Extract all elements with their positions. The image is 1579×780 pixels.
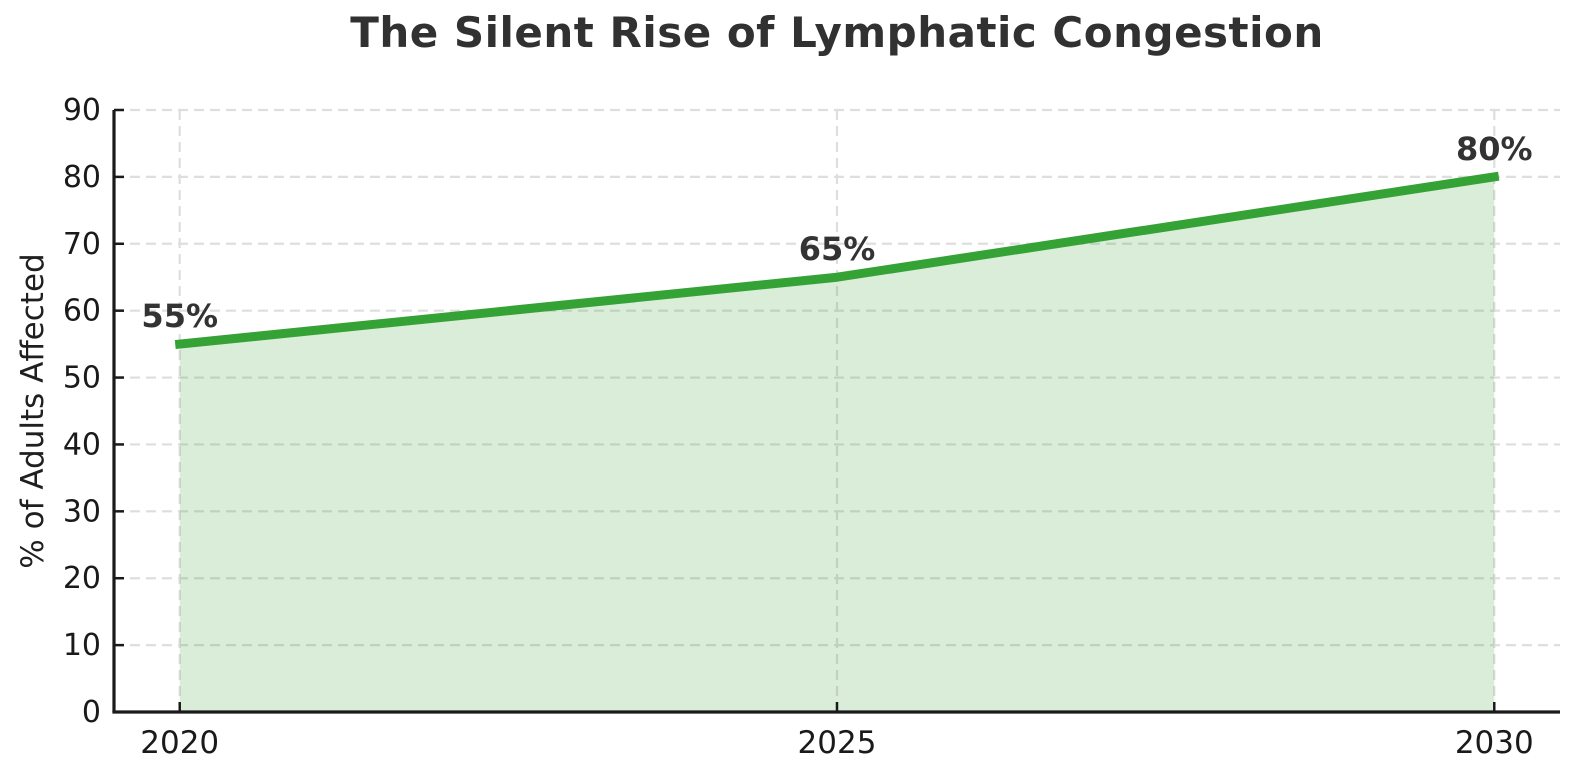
y-tick-label: 50 [63,361,101,396]
y-tick-label: 90 [63,93,101,128]
y-tick-label: 40 [63,427,101,462]
axis-spines [112,110,1560,714]
point-labels: 55% 65% 80% [141,130,1532,335]
trend-polyline [174,171,1500,350]
point-value-label: 65% [799,230,876,268]
area-region [179,176,1495,712]
point-value-label: 80% [1456,130,1533,168]
y-tick-label: 0 [82,695,101,730]
grid-lines [114,108,1560,712]
y-tick-label: 20 [63,561,101,596]
y-tick-label: 80 [63,160,101,195]
y-tick-label: 30 [63,494,101,529]
x-tick-label: 2025 [798,725,877,761]
x-tick-label: 2030 [1455,725,1534,761]
point-value-label: 55% [141,297,218,335]
x-tick-label: 2020 [140,725,219,761]
area-fill [179,176,1495,712]
trend-line [174,171,1500,350]
y-tick-label: 70 [63,227,101,262]
y-tick-label: 60 [63,294,101,329]
chart-title: The Silent Rise of Lymphatic Congestion [350,8,1324,57]
y-tick-label: 10 [63,628,101,663]
